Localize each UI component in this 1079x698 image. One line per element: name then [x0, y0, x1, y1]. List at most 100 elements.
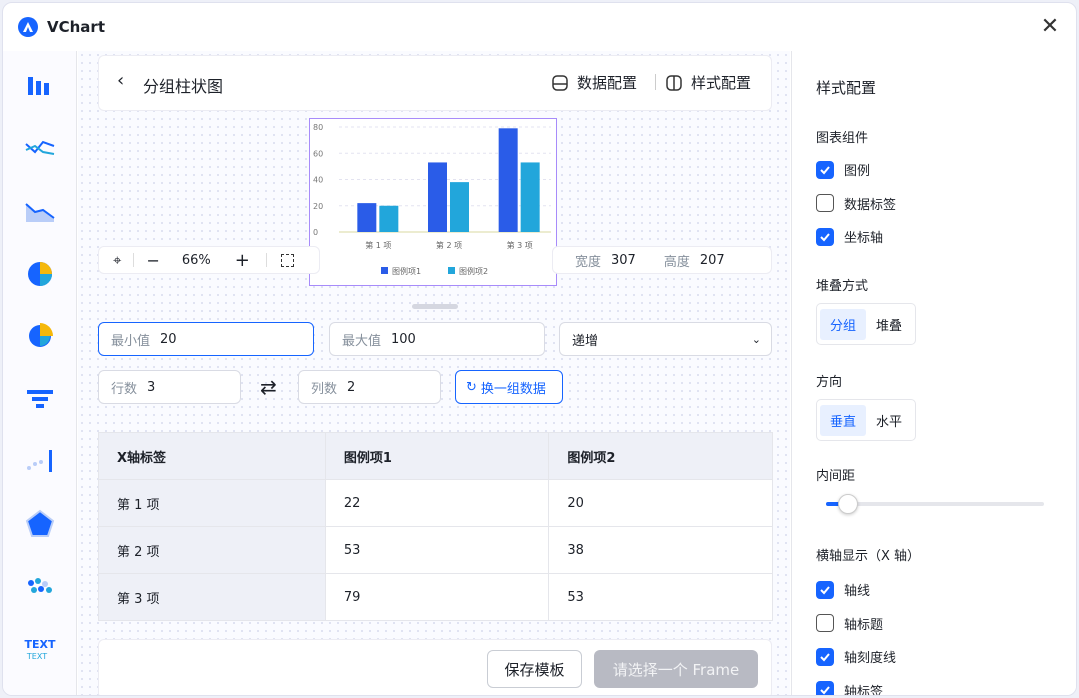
- padding-slider[interactable]: [826, 494, 1044, 514]
- close-icon[interactable]: ✕: [1040, 14, 1060, 39]
- svg-text:TEXT: TEXT: [24, 638, 55, 651]
- stack-option-group[interactable]: 分组: [820, 308, 867, 340]
- height-label: 高度: [663, 254, 690, 270]
- app-title: VChart: [47, 18, 105, 36]
- zoom-in-icon[interactable]: +: [234, 249, 250, 271]
- table-cell[interactable]: 第 2 项: [98, 526, 326, 574]
- max-value-input[interactable]: 最大值 100: [329, 322, 545, 356]
- legend-label: 图例项2: [459, 266, 488, 276]
- sidebar-item-rose-chart[interactable]: [23, 319, 57, 353]
- chart-type-sidebar: TEXT TEXT: [3, 51, 77, 695]
- checkbox-xaxis[interactable]: 轴标题: [816, 614, 883, 633]
- bar: [379, 205, 399, 232]
- table-cell[interactable]: 20: [548, 479, 773, 527]
- min-value-input[interactable]: 最小值 20: [98, 322, 314, 356]
- swap-icon[interactable]: ⇄: [260, 375, 277, 399]
- table-cell[interactable]: 22: [324, 479, 550, 527]
- x-tick-label: 第 2 项: [436, 240, 462, 250]
- table-cell[interactable]: 第 1 项: [98, 479, 326, 527]
- svg-text:TEXT: TEXT: [26, 652, 47, 661]
- refresh-icon: ↻: [466, 379, 477, 395]
- checkbox-components[interactable]: 数据标签: [816, 194, 896, 213]
- checked-checkbox-icon[interactable]: [816, 580, 834, 599]
- divider: [655, 74, 656, 90]
- direction-option-horizontal[interactable]: 水平: [876, 414, 903, 430]
- database-icon: [552, 74, 568, 91]
- sidebar-item-scatter-bar-chart[interactable]: [23, 444, 57, 478]
- table-cell[interactable]: 53: [548, 573, 773, 621]
- save-template-button[interactable]: 保存模板: [487, 650, 582, 688]
- unchecked-checkbox-icon[interactable]: [816, 194, 834, 212]
- slider-thumb[interactable]: [837, 494, 858, 514]
- resize-handle[interactable]: [412, 304, 458, 309]
- style-icon: [666, 74, 682, 91]
- checked-checkbox-icon[interactable]: [816, 160, 834, 179]
- checkbox-components[interactable]: 图例: [816, 160, 870, 179]
- checkbox-xaxis[interactable]: 轴标签: [816, 681, 884, 696]
- sidebar-item-heatmap-chart[interactable]: [23, 569, 57, 603]
- table-cell[interactable]: 79: [324, 573, 550, 621]
- checkbox-label: 图例: [844, 164, 871, 179]
- chevron-down-icon: ⌄: [751, 332, 761, 346]
- zoom-toolbar: ⌖ − 66% +: [98, 246, 320, 274]
- sidebar-item-funnel-chart[interactable]: [23, 382, 57, 416]
- table-cell[interactable]: 第 3 项: [98, 573, 326, 621]
- table-cell[interactable]: 38: [548, 526, 773, 574]
- sidebar-item-area-chart[interactable]: [23, 194, 57, 228]
- checked-checkbox-icon[interactable]: [816, 227, 834, 246]
- data-config-button[interactable]: 数据配置: [551, 72, 637, 93]
- bar-chart-icon: [28, 77, 49, 95]
- width-label: 宽度: [575, 254, 602, 270]
- style-config-button[interactable]: 样式配置: [665, 72, 751, 93]
- column-header: 图例项2: [548, 432, 773, 480]
- checked-checkbox-icon[interactable]: [816, 647, 834, 666]
- select-frame-button[interactable]: 请选择一个 Frame: [594, 650, 758, 688]
- checkbox-label: 轴标签: [844, 684, 884, 696]
- direction-title: 方向: [816, 375, 843, 390]
- chart-frame: [309, 118, 557, 286]
- bar: [520, 162, 540, 232]
- width-value[interactable]: 307: [611, 252, 636, 268]
- sidebar-item-line-chart[interactable]: [23, 132, 57, 166]
- checked-checkbox-icon[interactable]: [816, 681, 834, 695]
- y-tick-label: 40: [313, 176, 323, 185]
- radar-chart-icon: [25, 509, 55, 537]
- x-tick-label: 第 3 项: [507, 240, 533, 250]
- checkbox-label: 坐标轴: [844, 231, 884, 246]
- stack-option-stack[interactable]: 堆叠: [876, 318, 903, 334]
- sidebar-item-pie-chart[interactable]: [23, 257, 57, 291]
- stack-segmented: 分组 堆叠: [816, 303, 917, 345]
- main-area: ‹ 分组柱状图 数据配置 样式配置 0 20 40 60 80 第 1 项第 2 项第 3…: [78, 51, 790, 695]
- sidebar-item-radar-chart[interactable]: [23, 507, 57, 541]
- locate-icon[interactable]: ⌖: [113, 251, 122, 269]
- back-icon[interactable]: ‹: [117, 70, 125, 91]
- checkbox-xaxis[interactable]: 轴刻度线: [816, 647, 896, 666]
- order-select[interactable]: 递增 ⌄: [559, 322, 772, 356]
- bar: [428, 162, 447, 232]
- xaxis-title: 横轴显示（X 轴）: [816, 549, 921, 564]
- page-title: 分组柱状图: [143, 77, 224, 96]
- rows-input[interactable]: 行数 3: [98, 370, 241, 404]
- title-bar: VChart: [3, 3, 1076, 51]
- direction-segmented: 垂直 水平: [816, 399, 917, 441]
- table-cell[interactable]: 53: [324, 526, 550, 574]
- cols-input[interactable]: 列数 2: [298, 370, 441, 404]
- height-value[interactable]: 207: [699, 252, 725, 268]
- bar: [357, 203, 377, 232]
- footer-bar: 保存模板 请选择一个 Frame: [98, 639, 772, 695]
- bar: [498, 128, 518, 232]
- panel-title: 样式配置: [816, 79, 877, 97]
- column-header: X轴标签: [98, 432, 326, 480]
- area-chart-icon: [25, 203, 55, 222]
- sidebar-item-text-chart[interactable]: TEXT TEXT: [23, 632, 57, 666]
- regenerate-data-button[interactable]: ↻ 换一组数据: [455, 370, 563, 404]
- table-row: 第 1 项 22 20: [98, 479, 773, 527]
- sidebar-item-bar-chart[interactable]: [23, 69, 57, 103]
- checkbox-components[interactable]: 坐标轴: [816, 227, 883, 246]
- zoom-out-icon[interactable]: −: [146, 250, 160, 270]
- direction-option-vertical[interactable]: 垂直: [820, 404, 867, 436]
- checkbox-xaxis[interactable]: 轴线: [816, 580, 870, 599]
- unchecked-checkbox-icon[interactable]: [816, 614, 834, 632]
- fit-screen-icon[interactable]: [280, 253, 294, 267]
